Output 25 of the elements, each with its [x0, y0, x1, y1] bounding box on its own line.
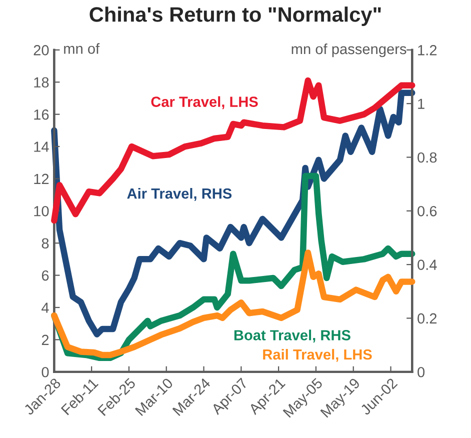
text: Rail Travel, LHS — [263, 348, 372, 362]
y2-tick-label: 0.8 — [418, 152, 437, 163]
y-tick-label: 16 — [34, 109, 49, 120]
series-label: Car Travel, LHS — [151, 96, 258, 110]
y2-tick-label: 0 — [418, 366, 425, 378]
y2-tick-label: 0.4 — [418, 260, 437, 270]
chart-title: China's Return to "Normalcy" — [90, 6, 381, 26]
y-axis-title: mn of — [64, 43, 100, 54]
y-tick-label: 4 — [42, 302, 49, 313]
y-tick-label: 20 — [34, 45, 49, 56]
y-tick-label: 12 — [34, 174, 49, 184]
y-tick-label: 6 — [42, 270, 49, 281]
y-tick-label: 0 — [42, 366, 49, 378]
y-tick-label: 2 — [42, 334, 49, 345]
y2-tick-label: 1 — [418, 98, 424, 109]
y-tick-label: 8 — [42, 238, 49, 249]
y2-tick-label: 0.6 — [418, 206, 437, 216]
y2-tick-label: 0.2 — [418, 313, 437, 324]
y2-axis-title: mn of passengers — [292, 44, 406, 58]
series-label: Boat Travel, RHS — [234, 330, 350, 342]
y2-tick-label: 1.2 — [418, 45, 437, 56]
series-label: Air Travel, RHS — [127, 188, 232, 201]
y-tick-label: 14 — [34, 142, 49, 152]
y-tick-label: 10 — [34, 206, 49, 216]
y-tick-label: 18 — [34, 77, 49, 88]
